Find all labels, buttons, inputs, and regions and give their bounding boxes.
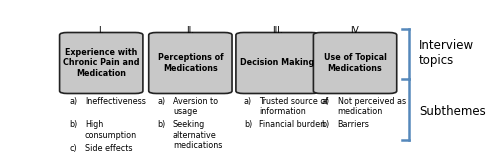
Text: b): b) <box>69 120 78 129</box>
Text: Experience with
Chronic Pain and
Medication: Experience with Chronic Pain and Medicat… <box>63 48 140 78</box>
FancyBboxPatch shape <box>236 33 319 94</box>
Text: Use of Topical
Medications: Use of Topical Medications <box>324 53 386 73</box>
Text: IV.: IV. <box>350 26 360 35</box>
Text: b): b) <box>322 120 330 129</box>
Text: Trusted source of
information: Trusted source of information <box>260 97 328 116</box>
Text: Aversion to
usage: Aversion to usage <box>173 97 218 116</box>
Text: Seeking
alternative
medications: Seeking alternative medications <box>173 120 222 150</box>
Text: III.: III. <box>272 26 283 35</box>
Text: Side effects: Side effects <box>85 144 132 153</box>
Text: a): a) <box>158 97 166 106</box>
Text: High
consumption: High consumption <box>85 120 137 140</box>
Text: a): a) <box>244 97 252 106</box>
Text: Perceptions of
Medications: Perceptions of Medications <box>158 53 223 73</box>
Text: Not perceived as
medication: Not perceived as medication <box>338 97 406 116</box>
Text: Financial burden: Financial burden <box>260 120 326 129</box>
Text: a): a) <box>322 97 330 106</box>
FancyBboxPatch shape <box>148 33 232 94</box>
Text: b): b) <box>244 120 252 129</box>
Text: II.: II. <box>186 26 194 35</box>
Text: Interview
topics: Interview topics <box>419 39 474 67</box>
Text: c): c) <box>69 144 76 153</box>
Text: Subthemes: Subthemes <box>419 105 486 118</box>
FancyBboxPatch shape <box>314 33 396 94</box>
Text: b): b) <box>158 120 166 129</box>
FancyBboxPatch shape <box>60 33 143 94</box>
Text: a): a) <box>69 97 77 106</box>
Text: I.: I. <box>98 26 104 35</box>
Text: Decision Making: Decision Making <box>240 59 314 67</box>
Text: Barriers: Barriers <box>338 120 370 129</box>
Text: Ineffectiveness: Ineffectiveness <box>85 97 146 106</box>
